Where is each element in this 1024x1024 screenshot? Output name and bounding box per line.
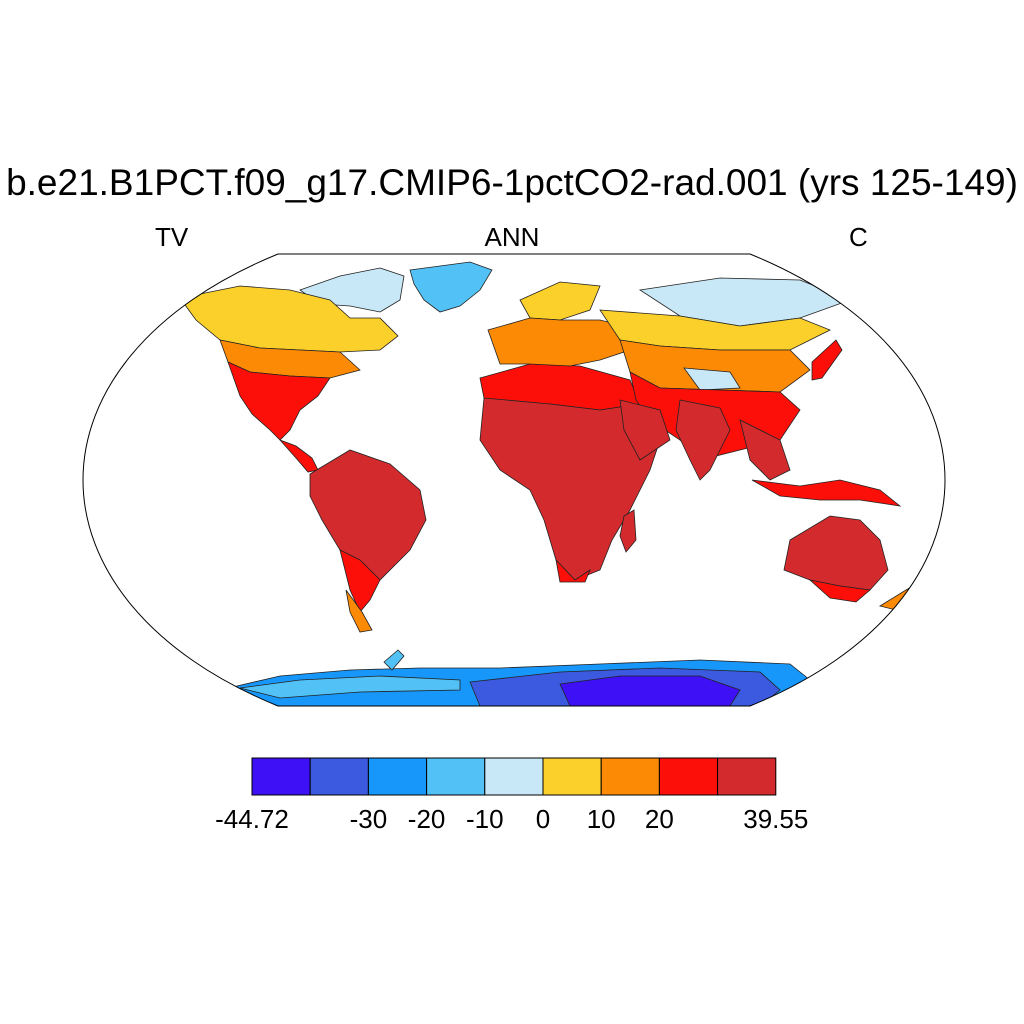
colorbar-label-2: -20: [407, 804, 446, 834]
colorbar-label-5: 10: [586, 804, 616, 834]
colorbar-label-6: 20: [644, 804, 674, 834]
units-label: C: [849, 222, 868, 252]
colorbar-swatch-6: [600, 757, 660, 796]
colorbar-label-0: -44.72: [215, 804, 289, 834]
colorbar-swatch-1: [309, 757, 369, 796]
antarctica-core: [559, 675, 741, 706]
south-america-south: [339, 549, 381, 613]
colorbar-swatch-4: [484, 757, 544, 796]
japan: [811, 339, 843, 381]
colorbar-swatch-2: [367, 757, 428, 796]
colorbar-swatch-5: [542, 757, 602, 796]
north-america-south: [227, 361, 331, 441]
variable-label: TV: [155, 222, 189, 252]
australia-south: [808, 579, 871, 603]
africa-south: [555, 558, 591, 583]
patagonia: [345, 589, 373, 633]
madagascar: [619, 509, 637, 553]
colorbar-label-4: 0: [535, 804, 551, 834]
colorbar-label-7: 39.55: [743, 804, 809, 834]
colorbar-swatch-8: [717, 757, 777, 796]
season-label: ANN: [484, 222, 540, 252]
indonesia: [751, 479, 902, 507]
plot-title: b.e21.B1PCT.f09_g17.CMIP6-1pctCO2-rad.00…: [6, 162, 1018, 203]
arabia: [619, 399, 671, 461]
antarctic-peninsula: [383, 649, 405, 671]
colorbar-swatch-7: [658, 757, 719, 796]
antarctica-edge: [239, 675, 461, 699]
colorbar-label-1: -30: [349, 804, 388, 834]
africa: [479, 397, 661, 581]
australia: [783, 515, 889, 591]
greenland: [409, 261, 493, 313]
map-boundary: [82, 253, 946, 707]
india: [675, 399, 731, 481]
colorbar-swatch-3: [426, 757, 486, 796]
colorbar-swatch-0: [251, 757, 311, 796]
tibet: [683, 367, 741, 391]
southeast-asia: [739, 419, 791, 481]
colorbar-label-3: -10: [466, 804, 504, 834]
